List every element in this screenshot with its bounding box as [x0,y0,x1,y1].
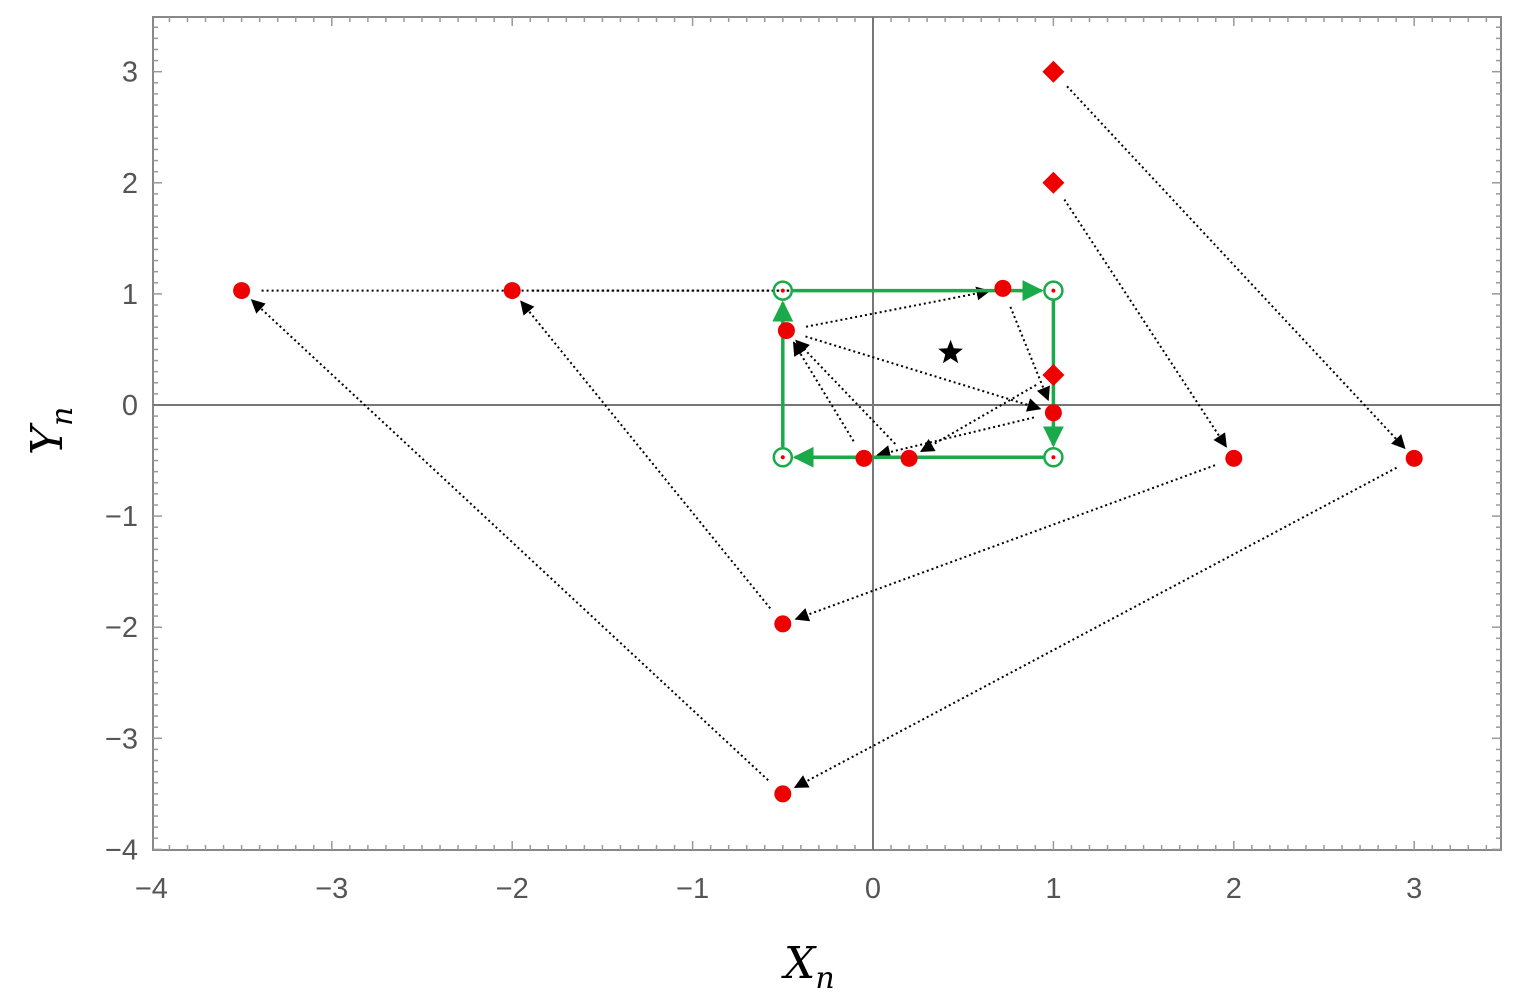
data-point [1405,449,1423,467]
x-tick-label: 3 [1406,873,1422,905]
data-point [777,322,795,340]
x-axis-title: Xn [781,938,835,996]
y-tick-label: 1 [122,279,138,311]
tick-labels: −4 −3 −2 −1 0 1 2 3 −4 −3 −2 −1 0 1 2 3 [105,57,1422,905]
x-tick-label: −2 [496,873,529,905]
trajectory-arrow [805,286,991,328]
trajectory-arrow [876,416,1035,459]
cycle-point-ring [772,446,794,468]
y-axis-title: Yn [22,407,80,455]
y-tick-label: −2 [105,612,138,644]
data-point [233,282,251,300]
data-point [994,279,1012,297]
y-tick-label: −3 [105,723,138,755]
cycle-point-dot [1051,455,1056,460]
data-point [900,449,918,467]
cycle-point-ring [1043,446,1064,468]
x-tick-label: −3 [315,873,348,905]
y-tick-label: −1 [105,501,138,533]
y-tick-label: 3 [122,57,138,89]
data-point [774,615,792,633]
cycle-point-dot [1051,288,1056,293]
x-tick-label: 0 [865,873,881,905]
plot-frame [152,16,1502,851]
zero-axes [153,17,1501,850]
x-tick-label: −4 [135,873,168,905]
data-points [233,60,1423,803]
trajectory-arrow [792,341,855,442]
trajectory-arrow [795,339,896,445]
trajectory-arrow [1009,306,1050,402]
trajectory-arrow [793,466,1398,789]
frame-ticks [153,17,1501,851]
initial-point-diamond [1042,171,1065,194]
y-tick-label: 0 [122,390,138,422]
data-point [1044,404,1062,422]
cycle-point-ring [772,280,794,301]
initial-point-diamond [1042,364,1065,387]
cycle-point-dot [780,288,785,293]
cycle-point-ring [1043,280,1064,301]
initial-point-diamond [1042,60,1065,83]
data-point [503,282,521,300]
y-tick-label: −4 [105,834,138,866]
trajectory-arrow [520,300,771,609]
data-point [774,785,792,803]
cycle-point-dot [780,455,785,460]
trajectory-arrow [805,335,1042,412]
data-point [1225,449,1243,467]
y-tick-label: 2 [122,168,138,200]
trajectory-arrows [250,85,1406,789]
x-tick-label: 2 [1226,873,1242,905]
x-tick-label: 1 [1045,873,1061,905]
data-point [855,449,873,467]
x-tick-label: −1 [676,873,709,905]
trajectory-arrow [1063,198,1227,448]
fixed-point-star [938,339,963,364]
